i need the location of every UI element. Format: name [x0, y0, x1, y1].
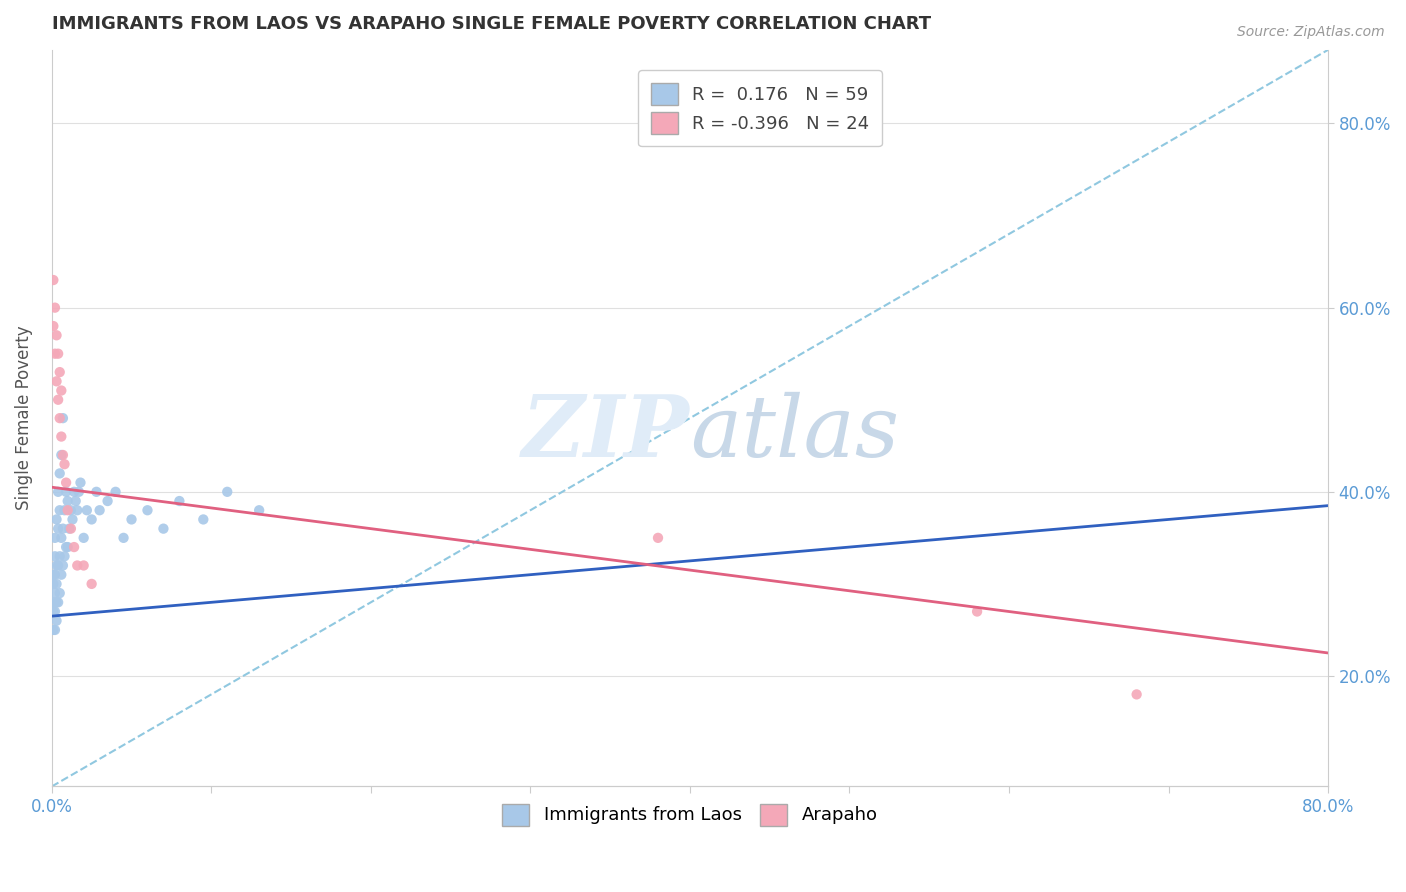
Point: [217, 484, 239, 499]
Point: [44, 567, 66, 582]
Point: [63, 484, 86, 499]
Text: Source: ZipAtlas.com: Source: ZipAtlas.com: [1237, 25, 1385, 39]
Point: [52, 411, 75, 425]
Point: [76, 503, 98, 517]
Point: [51, 567, 73, 582]
Point: [59, 503, 82, 517]
Point: [48, 503, 70, 517]
Point: [46, 392, 69, 407]
Point: [42, 605, 65, 619]
Point: [44, 531, 66, 545]
Point: [69, 475, 91, 490]
Point: [45, 614, 67, 628]
Text: IMMIGRANTS FROM LAOS VS ARAPAHO SINGLE FEMALE POVERTY CORRELATION CHART: IMMIGRANTS FROM LAOS VS ARAPAHO SINGLE F…: [52, 15, 931, 33]
Point: [63, 540, 86, 554]
Point: [44, 301, 66, 315]
Point: [62, 512, 84, 526]
Point: [48, 365, 70, 379]
Point: [52, 558, 75, 573]
Point: [53, 549, 76, 564]
Point: [55, 540, 77, 554]
Point: [44, 549, 66, 564]
Point: [80, 512, 103, 526]
Point: [51, 429, 73, 443]
Point: [46, 347, 69, 361]
Point: [55, 475, 77, 490]
Point: [45, 374, 67, 388]
Text: atlas: atlas: [690, 392, 898, 475]
Point: [112, 531, 135, 545]
Point: [51, 531, 73, 545]
Point: [46, 484, 69, 499]
Point: [45, 558, 67, 573]
Point: [53, 503, 76, 517]
Point: [66, 503, 89, 517]
Point: [136, 503, 159, 517]
Point: [42, 595, 65, 609]
Legend: Immigrants from Laos, Arapaho: Immigrants from Laos, Arapaho: [492, 793, 889, 837]
Point: [46, 595, 69, 609]
Point: [121, 512, 143, 526]
Point: [89, 503, 111, 517]
Point: [46, 558, 69, 573]
Point: [73, 558, 96, 573]
Point: [44, 623, 66, 637]
Point: [86, 484, 108, 499]
Point: [42, 273, 65, 287]
Point: [56, 540, 79, 554]
Point: [55, 484, 77, 499]
Point: [53, 457, 76, 471]
Point: [56, 494, 79, 508]
Point: [966, 605, 988, 619]
Point: [46, 522, 69, 536]
Point: [42, 567, 65, 582]
Point: [42, 577, 65, 591]
Point: [193, 512, 215, 526]
Point: [247, 503, 270, 517]
Point: [73, 531, 96, 545]
Text: ZIP: ZIP: [522, 391, 690, 475]
Point: [48, 586, 70, 600]
Point: [52, 448, 75, 462]
Point: [48, 411, 70, 425]
Point: [66, 558, 89, 573]
Point: [45, 328, 67, 343]
Point: [97, 494, 120, 508]
Point: [44, 347, 66, 361]
Point: [169, 494, 191, 508]
Point: [44, 586, 66, 600]
Point: [44, 605, 66, 619]
Point: [104, 484, 127, 499]
Point: [67, 484, 90, 499]
Point: [51, 384, 73, 398]
Point: [42, 319, 65, 334]
Point: [152, 522, 174, 536]
Point: [59, 522, 82, 536]
Point: [45, 595, 67, 609]
Point: [42, 623, 65, 637]
Point: [647, 531, 669, 545]
Point: [58, 522, 80, 536]
Point: [65, 494, 87, 508]
Point: [51, 448, 73, 462]
Point: [56, 503, 79, 517]
Point: [80, 577, 103, 591]
Point: [1125, 687, 1147, 701]
Point: [45, 512, 67, 526]
Point: [45, 577, 67, 591]
Point: [48, 549, 70, 564]
Point: [48, 467, 70, 481]
Y-axis label: Single Female Poverty: Single Female Poverty: [15, 326, 32, 510]
Point: [52, 522, 75, 536]
